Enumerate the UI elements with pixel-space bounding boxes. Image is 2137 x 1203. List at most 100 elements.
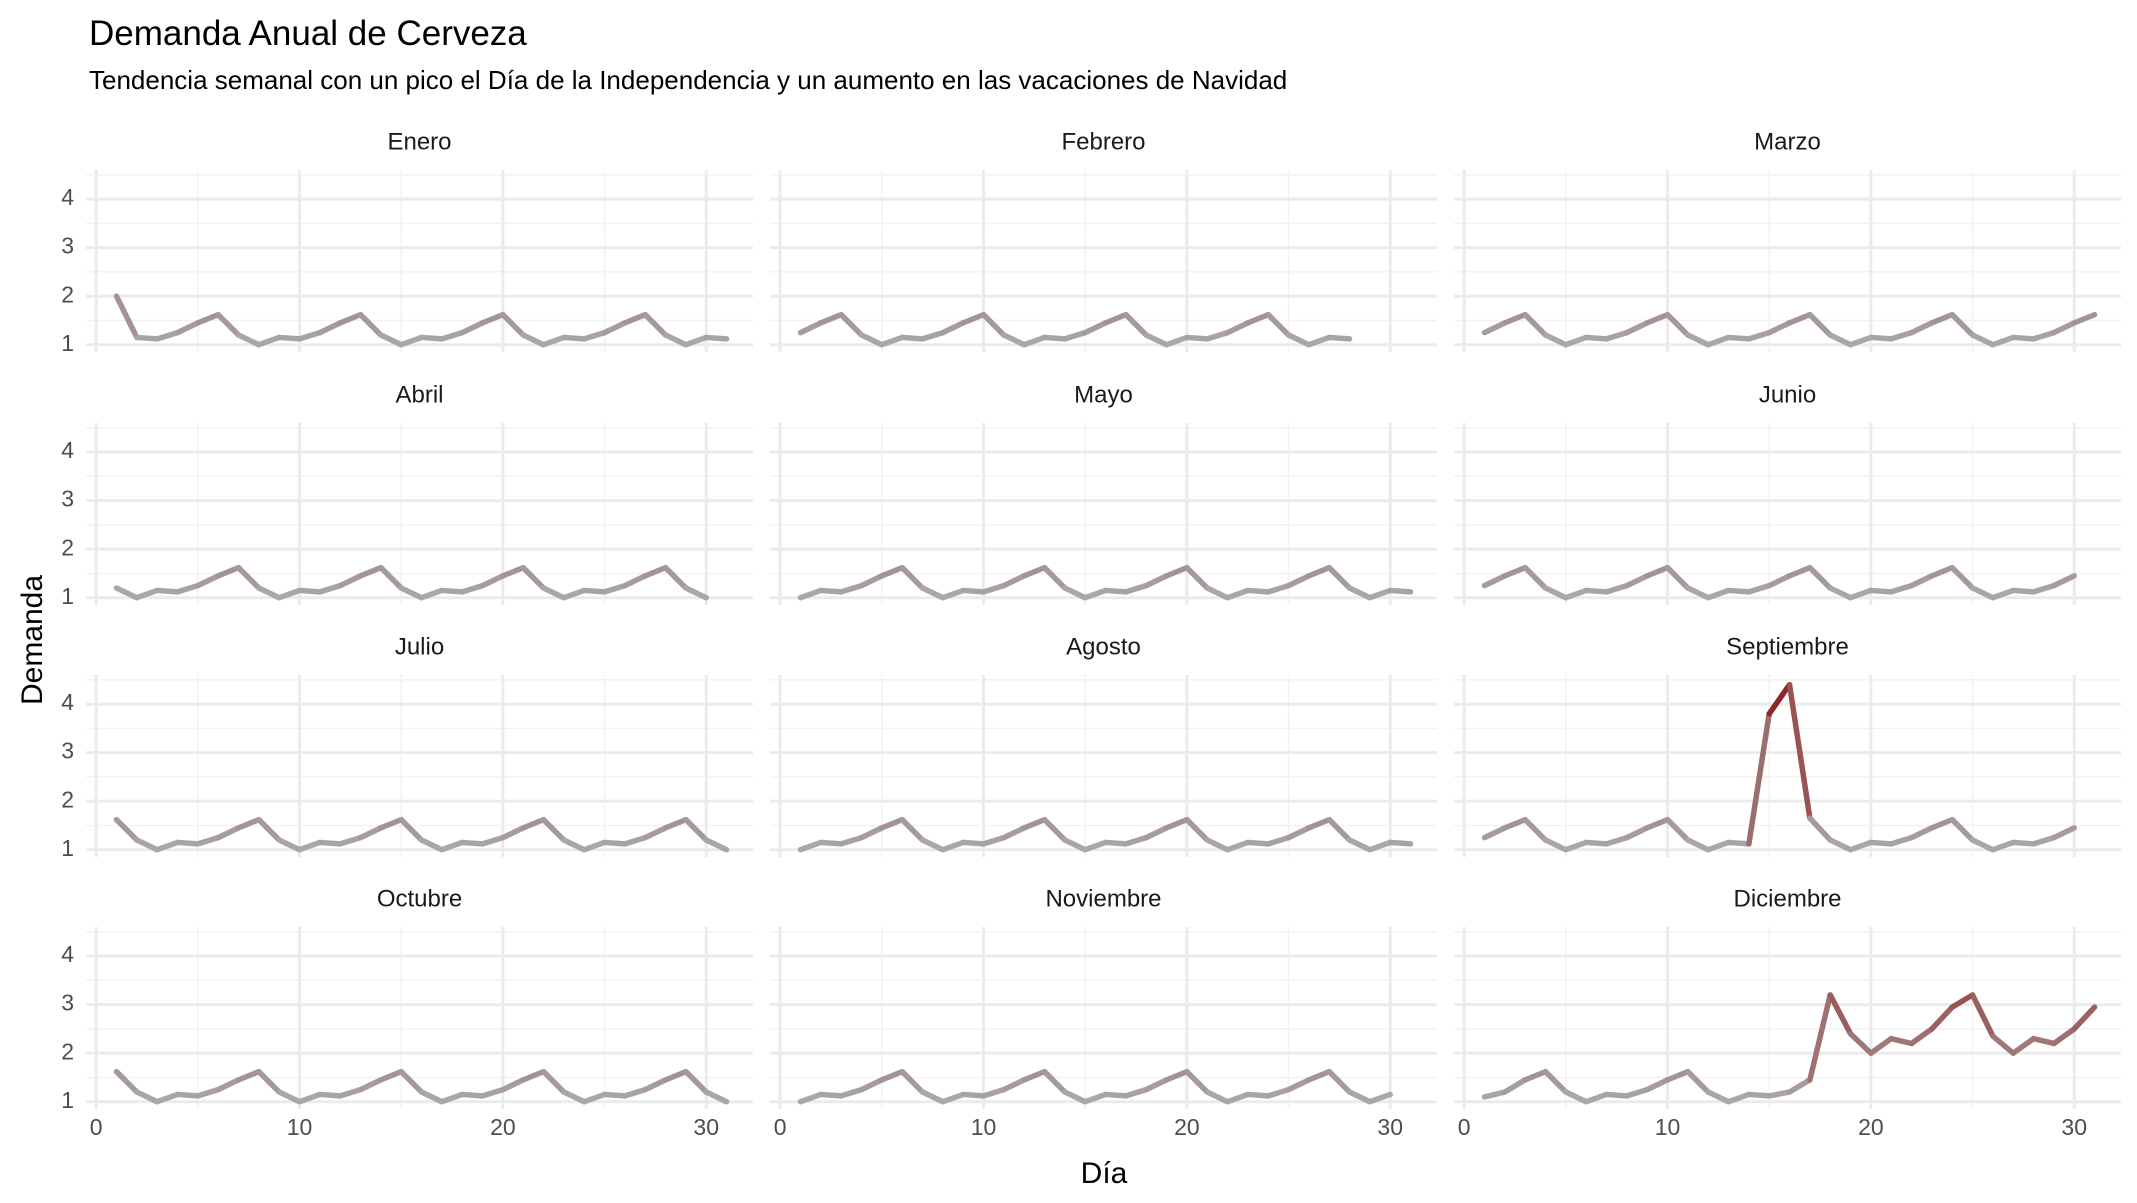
line-segment bbox=[1001, 1077, 1027, 1093]
line-segment bbox=[1326, 1068, 1353, 1095]
line-segment bbox=[296, 329, 323, 342]
line-segment bbox=[662, 816, 689, 831]
line-segment bbox=[2010, 1035, 2037, 1056]
line-segment bbox=[1705, 1089, 1732, 1105]
y-tick-label: 2 bbox=[61, 1038, 74, 1064]
line-segment bbox=[683, 1068, 709, 1095]
y-tick-label: 2 bbox=[61, 281, 74, 307]
line-segment bbox=[2030, 834, 2057, 847]
line-segment bbox=[622, 311, 648, 326]
line-segment bbox=[500, 311, 526, 338]
line-segment bbox=[601, 839, 628, 847]
line-segment bbox=[1123, 1086, 1149, 1099]
line-segment bbox=[1522, 816, 1549, 843]
line-segment bbox=[879, 816, 905, 831]
line-segment bbox=[215, 564, 242, 579]
line-segment bbox=[459, 1091, 486, 1099]
line-segment bbox=[500, 1077, 526, 1093]
line-segment bbox=[1827, 585, 1854, 601]
line-segment bbox=[1265, 311, 1292, 338]
line-segment bbox=[134, 334, 160, 342]
line-segment bbox=[1685, 837, 1711, 853]
line-segment bbox=[215, 311, 242, 338]
line-segment bbox=[561, 1089, 587, 1105]
line-segment bbox=[1326, 564, 1353, 591]
line-segment bbox=[1583, 587, 1610, 595]
line-segment bbox=[1603, 329, 1630, 342]
line-segment bbox=[1265, 834, 1292, 847]
line-segment bbox=[1929, 816, 1955, 831]
line-segment bbox=[459, 320, 486, 336]
line-segment bbox=[797, 1091, 824, 1105]
line-segment bbox=[1563, 334, 1589, 348]
line-segment bbox=[256, 334, 282, 348]
line-segment bbox=[1888, 329, 1915, 342]
line-segment bbox=[215, 825, 242, 841]
line-segment bbox=[1481, 825, 1508, 841]
line-segment bbox=[1062, 329, 1088, 342]
line-segment bbox=[1847, 587, 1874, 601]
line-segment bbox=[1285, 1077, 1312, 1093]
line-segment bbox=[276, 837, 303, 853]
line-segment bbox=[215, 1077, 242, 1093]
line-segment bbox=[1664, 311, 1691, 338]
line-segment bbox=[1990, 839, 2016, 853]
line-segment bbox=[1184, 334, 1210, 342]
line-segment bbox=[838, 311, 865, 338]
line-segment bbox=[1143, 573, 1170, 589]
line-segment bbox=[520, 332, 547, 348]
facet-title: Marzo bbox=[1754, 128, 1821, 155]
line-segment bbox=[1786, 564, 1813, 579]
line-segment bbox=[154, 1091, 181, 1105]
line-segment bbox=[1969, 837, 1996, 853]
line-segment bbox=[276, 1089, 303, 1105]
line-segment bbox=[1624, 573, 1650, 589]
line-segment bbox=[1062, 837, 1088, 853]
line-segment bbox=[899, 1068, 926, 1095]
line-segment bbox=[1102, 839, 1129, 847]
line-segment bbox=[1766, 573, 1793, 589]
line-segment bbox=[1041, 564, 1068, 591]
facet-title: Mayo bbox=[1074, 381, 1133, 408]
x-tick-label: 10 bbox=[1655, 1114, 1681, 1140]
line-segment bbox=[1827, 992, 1854, 1037]
line-segment bbox=[2071, 1004, 2098, 1032]
chart-subtitle: Tendencia semanal con un pico el Día de … bbox=[89, 65, 1287, 95]
line-segment bbox=[1624, 825, 1650, 841]
line-segment bbox=[1807, 311, 1833, 338]
line-segment bbox=[2010, 587, 2037, 595]
line-segment bbox=[1847, 1031, 1874, 1056]
line-segment bbox=[1725, 839, 1752, 847]
line-segment bbox=[1224, 1091, 1251, 1105]
line-segment bbox=[398, 1068, 425, 1095]
line-segment bbox=[1367, 587, 1393, 601]
line-segment bbox=[154, 587, 181, 595]
line-segment bbox=[2030, 582, 2057, 595]
line-segment bbox=[2010, 839, 2037, 847]
line-segment bbox=[1847, 839, 1874, 853]
line-segment bbox=[1481, 1089, 1508, 1100]
line-segment bbox=[1786, 311, 1813, 326]
line-segment bbox=[1563, 839, 1589, 853]
line-segment bbox=[1542, 332, 1569, 348]
x-tick-label: 20 bbox=[490, 1114, 516, 1140]
line-segment bbox=[1082, 320, 1109, 336]
line-segment bbox=[1908, 825, 1935, 841]
line-segment bbox=[378, 816, 404, 831]
line-segment bbox=[818, 839, 844, 847]
line-segment bbox=[418, 334, 445, 342]
line-segment bbox=[235, 816, 262, 831]
line-segment bbox=[418, 837, 445, 853]
line-segment bbox=[1969, 992, 1996, 1039]
line-segment bbox=[1522, 564, 1549, 591]
x-tick-label: 30 bbox=[2061, 1114, 2087, 1140]
line-segment bbox=[1001, 825, 1027, 841]
line-segment bbox=[919, 837, 946, 853]
line-segment bbox=[540, 585, 567, 601]
line-segment bbox=[1786, 681, 1813, 821]
line-segment bbox=[1481, 573, 1508, 589]
line-segment bbox=[940, 587, 966, 601]
line-segment bbox=[174, 320, 201, 336]
y-tick-label: 1 bbox=[61, 1087, 74, 1113]
line-segment bbox=[296, 839, 323, 853]
